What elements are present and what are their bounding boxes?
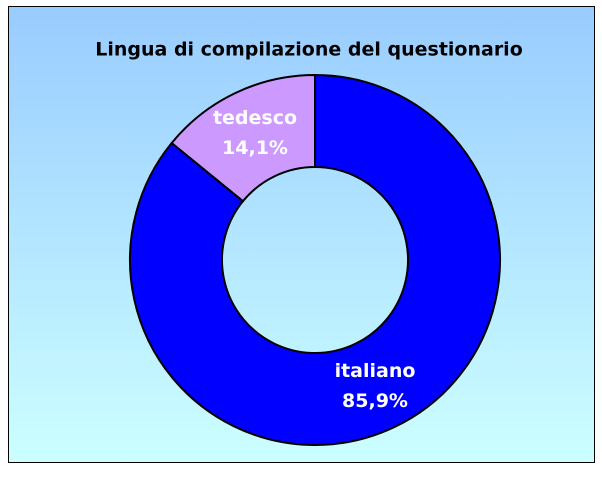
donut-slice [129, 73, 501, 446]
slice-value-label: 85,9% [342, 390, 408, 412]
slices [129, 73, 501, 446]
chart-title: Lingua di compilazione del questionario [95, 39, 523, 61]
donut-slice [170, 73, 316, 203]
slice-label: italiano [335, 360, 416, 382]
labels: italiano 85,9% tedesco 14,1% [213, 107, 415, 412]
slice-value-label: 14,1% [222, 137, 288, 159]
slice-label: tedesco [213, 107, 297, 129]
